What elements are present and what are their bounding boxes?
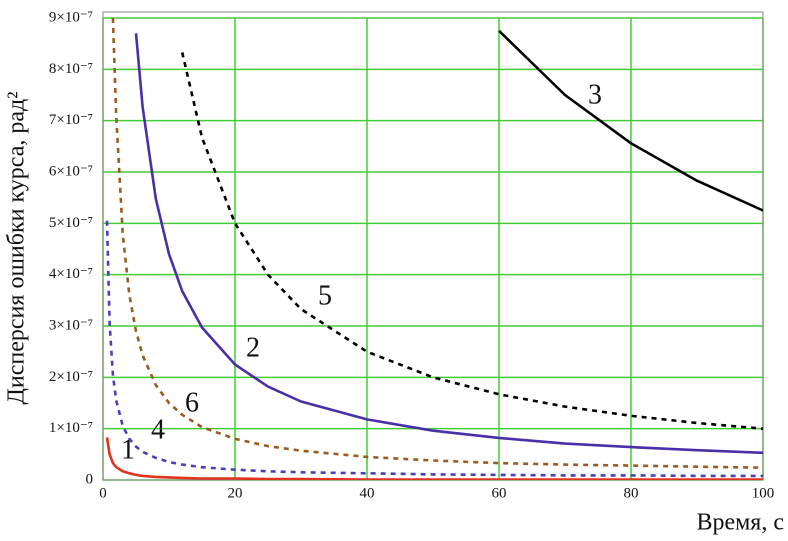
x-tick-label: 20: [228, 485, 243, 501]
y-tick-label: 8×10⁻⁷: [49, 61, 93, 77]
x-tick-label: 0: [99, 485, 107, 501]
curve: [105, 437, 763, 480]
y-tick-label: 7×10⁻⁷: [49, 112, 93, 128]
y-tick-label: 1×10⁻⁷: [49, 420, 93, 436]
curve: [111, 18, 763, 469]
y-tick-label: 6×10⁻⁷: [49, 163, 93, 179]
x-tick-label: 60: [492, 485, 507, 501]
y-tick-label: 5×10⁻⁷: [49, 215, 93, 231]
y-tick-label: 0: [86, 471, 94, 487]
curve: [105, 220, 763, 478]
y-tick-label: 2×10⁻⁷: [49, 369, 93, 385]
curve: [134, 33, 763, 455]
curve-label: 3: [588, 79, 602, 110]
y-axis-label: Дисперсия ошибки курса, рад²: [4, 92, 30, 405]
curve-label: 5: [318, 280, 332, 311]
x-tick-label: 40: [360, 485, 375, 501]
y-tick-label: 9×10⁻⁷: [49, 9, 93, 25]
y-tick-label: 4×10⁻⁷: [49, 266, 93, 282]
x-axis-label: Время, с: [696, 510, 784, 536]
curve-label: 2: [246, 332, 260, 363]
x-tick-label: 80: [624, 485, 639, 501]
curve-label: 4: [151, 414, 165, 445]
curve: [180, 52, 763, 430]
curve: [498, 29, 763, 212]
curve-label: 6: [185, 387, 199, 418]
x-tick-label: 100: [752, 485, 775, 501]
y-tick-label: 3×10⁻⁷: [49, 317, 93, 333]
curve-label: 1: [121, 434, 135, 465]
